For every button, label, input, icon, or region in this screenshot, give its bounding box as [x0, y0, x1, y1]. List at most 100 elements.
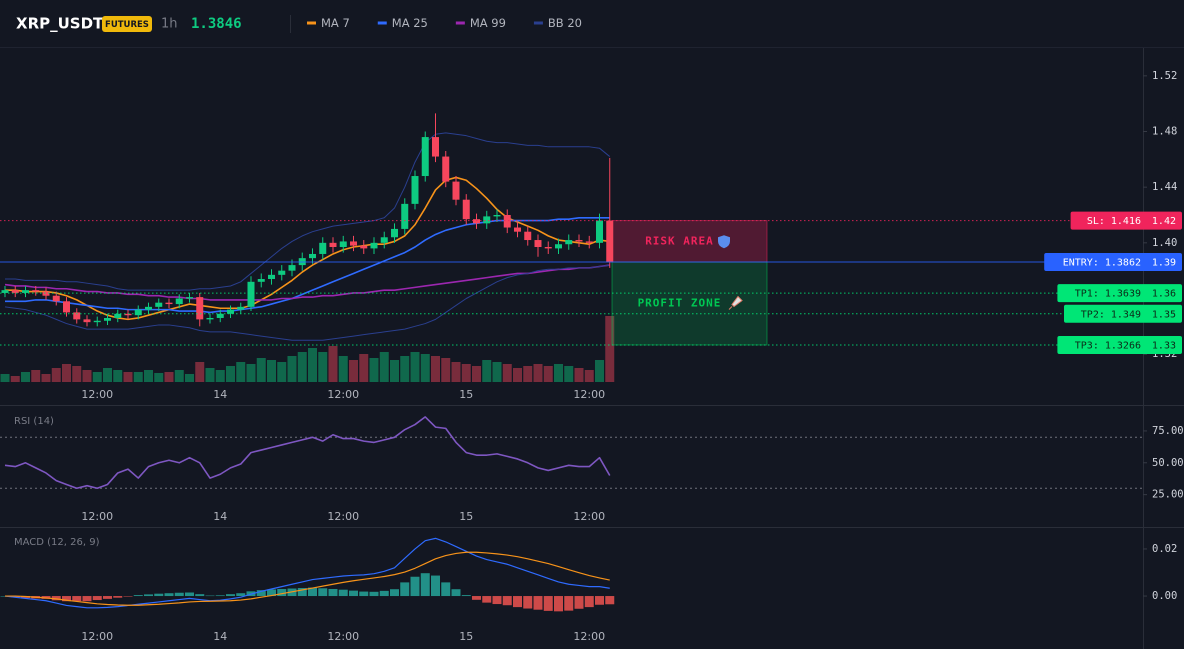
level-label: TP1: 1.3639	[1075, 289, 1141, 300]
macd-histogram-bar	[195, 594, 205, 597]
macd-histogram-bar	[113, 596, 123, 598]
candle-body	[175, 298, 183, 305]
volume-bar	[267, 360, 276, 382]
candle-body	[145, 306, 152, 310]
volume-bar	[154, 373, 164, 382]
volume-bar	[51, 368, 61, 382]
volume-bar	[164, 372, 174, 382]
volume-bar	[359, 354, 369, 382]
candle-body	[514, 227, 521, 232]
candle-body	[411, 176, 419, 204]
level-badge	[1064, 304, 1182, 323]
volume-bar	[31, 370, 41, 382]
macd-histogram-bar	[584, 596, 594, 608]
x-tick-label: 15	[459, 510, 473, 523]
x-tick-label: 14	[213, 388, 227, 401]
candle-body	[555, 244, 562, 249]
macd-histogram-bar	[92, 596, 102, 601]
candle-body	[73, 312, 81, 320]
macd-histogram-bar	[277, 588, 287, 597]
candle-body	[391, 228, 398, 238]
volume-bar	[431, 356, 440, 382]
rocket-icon	[728, 295, 743, 310]
macd-histogram-bar	[308, 587, 317, 597]
macd-histogram-bar	[164, 593, 174, 597]
macd-histogram-bar	[492, 596, 502, 605]
volume-bar	[10, 376, 20, 382]
macd-histogram-bar	[441, 582, 451, 597]
x-tick-label: 14	[213, 630, 227, 643]
x-tick-label: 12:00	[81, 388, 113, 401]
level-label: SL: 1.416	[1087, 216, 1141, 227]
zone-label: PROFIT ZONE	[638, 297, 722, 310]
candle-body	[483, 216, 491, 224]
candle-body	[309, 253, 316, 259]
volume-bar	[246, 364, 256, 382]
candle-body	[288, 265, 296, 271]
volume-bar	[451, 362, 461, 382]
candle-body	[42, 291, 50, 296]
volume-bar	[564, 366, 574, 382]
candle-body	[227, 309, 234, 314]
volume-bar	[461, 364, 471, 382]
candle-body	[534, 240, 542, 248]
macd-histogram-bar	[431, 575, 440, 597]
volume-bar	[328, 346, 338, 382]
volume-bar	[584, 370, 594, 382]
signal-line	[5, 551, 610, 606]
volume-bar	[287, 356, 297, 382]
level-label: ENTRY: 1.3862	[1063, 258, 1141, 269]
candle-body	[32, 290, 40, 292]
macd-histogram-bar	[51, 596, 61, 601]
candle-body	[52, 295, 60, 302]
macd-histogram-bar	[554, 596, 563, 612]
legend-label: MA 25	[392, 16, 428, 30]
macd-histogram-bar	[215, 595, 225, 597]
candle-body	[401, 203, 409, 229]
candle-body	[596, 220, 603, 243]
candle-body	[350, 241, 357, 246]
volume-bar	[379, 352, 389, 382]
macd-histogram-bar	[82, 596, 92, 602]
zone	[611, 261, 768, 346]
candle-body	[319, 242, 327, 254]
macd-histogram-bar	[461, 595, 471, 597]
x-tick-label: 12:00	[573, 630, 605, 643]
candle-body	[565, 240, 573, 245]
candle-body	[268, 274, 275, 280]
candle-body	[329, 242, 337, 248]
volume-bar	[318, 352, 328, 382]
macd-histogram-bar	[482, 596, 492, 603]
y-tick-label: 0.02	[1152, 543, 1177, 555]
volume-bar	[502, 364, 512, 382]
candle-body	[493, 215, 501, 217]
macd-histogram-bar	[236, 593, 246, 597]
volume-bar	[349, 360, 358, 382]
volume-bar	[62, 364, 71, 382]
volume-bar	[21, 372, 30, 382]
volume-bar	[595, 360, 604, 382]
macd-histogram-bar	[338, 589, 348, 597]
x-tick-label: 15	[459, 630, 473, 643]
volume-bar	[0, 374, 10, 382]
volume-bar	[215, 370, 225, 382]
macd-histogram-bar	[420, 573, 430, 597]
interval: 1h	[161, 17, 178, 32]
macd-histogram-bar	[205, 595, 215, 597]
volume-bar	[308, 348, 317, 382]
volume-bar	[72, 366, 82, 382]
volume-bar	[523, 366, 533, 382]
macd-line	[4, 537, 610, 609]
candle-body	[206, 317, 214, 320]
candle-body	[134, 309, 142, 316]
y-tick-label: 1.48	[1152, 126, 1177, 138]
level-price: 1.42	[1152, 216, 1176, 227]
macd-histogram-bar	[144, 594, 153, 597]
zone	[611, 220, 768, 263]
macd-histogram-bar	[533, 596, 543, 610]
volume-bar	[410, 352, 420, 382]
macd-histogram-bar	[369, 591, 379, 597]
x-tick-label: 12:00	[327, 388, 359, 401]
